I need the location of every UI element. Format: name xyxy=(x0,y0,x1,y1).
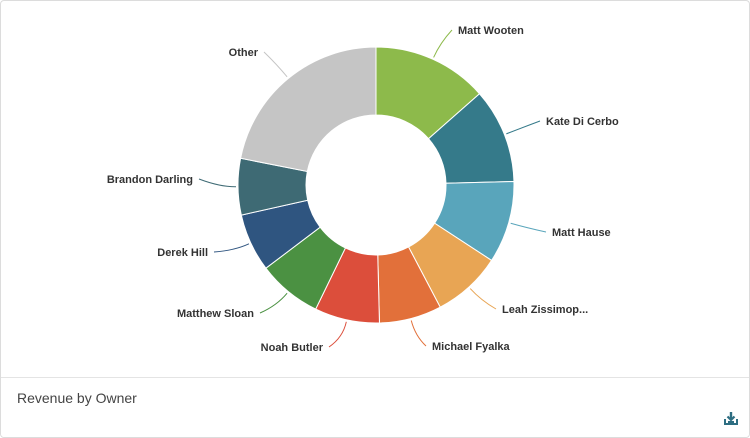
slice-label: Other xyxy=(229,47,259,59)
leader-line xyxy=(433,29,453,58)
slice-label: Matthew Sloan xyxy=(177,308,254,320)
slice-label: Matt Wooten xyxy=(458,25,524,37)
card-footer: Revenue by Owner xyxy=(1,377,749,437)
leader-line xyxy=(213,243,250,253)
slice-label: Noah Butler xyxy=(261,342,324,354)
chart-title: Revenue by Owner xyxy=(17,390,137,406)
slice-label: Michael Fyalka xyxy=(432,341,511,353)
leader-line xyxy=(510,222,547,233)
slice-label: Derek Hill xyxy=(157,247,208,259)
slice-label: Brandon Darling xyxy=(107,174,193,186)
leader-line xyxy=(198,178,237,188)
slice-label: Leah Zissimop... xyxy=(502,304,588,316)
slice-label: Kate Di Cerbo xyxy=(546,116,619,128)
slice-label: Matt Hause xyxy=(552,227,611,239)
leader-line xyxy=(506,120,541,135)
donut-chart: Matt Wooten Kate Di Cerbo Matt Hause Leah Z… xyxy=(107,25,619,354)
leader-line xyxy=(469,288,497,310)
leader-line xyxy=(263,51,288,78)
leader-line xyxy=(328,321,347,348)
leader-line xyxy=(410,320,427,347)
download-icon[interactable] xyxy=(723,410,739,426)
chart-area: Matt Wooten Kate Di Cerbo Matt Hause Leah Z… xyxy=(1,1,749,377)
slice-other[interactable] xyxy=(240,46,377,173)
leader-line xyxy=(259,292,288,314)
